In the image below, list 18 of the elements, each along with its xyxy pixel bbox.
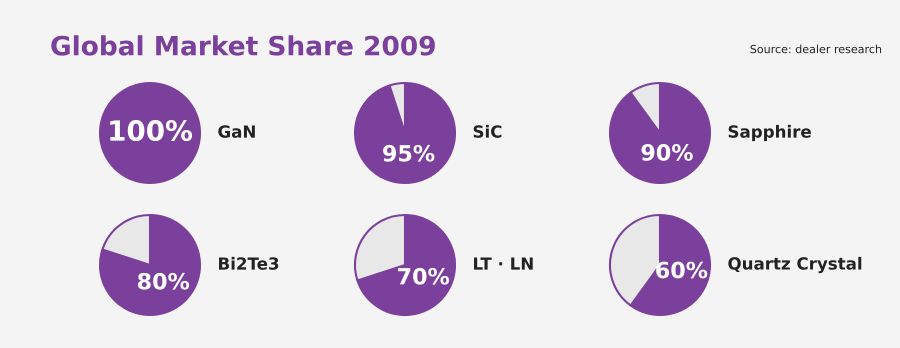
text: SiC [474,124,502,138]
pie-slice [98,214,202,316]
text: GaN [218,125,255,138]
data-label: 70% [398,268,450,285]
text: Bi2Te3 [219,256,278,270]
data-label: 90% [642,144,693,161]
data-label: 100% [110,120,192,142]
source-note: Source: dealer research [750,44,882,54]
text: Quartz Crystal [728,256,862,274]
data-label: 95% [383,144,434,162]
text: Global Market Share 2009 [51,35,435,56]
pie-slice [356,214,456,316]
pie-slice [354,82,456,184]
text: Sapphire [728,124,811,142]
pie-slice [608,82,712,184]
data-label: 60% [656,262,708,278]
text: LT · LN [474,257,533,270]
data-label: 80% [138,272,190,290]
